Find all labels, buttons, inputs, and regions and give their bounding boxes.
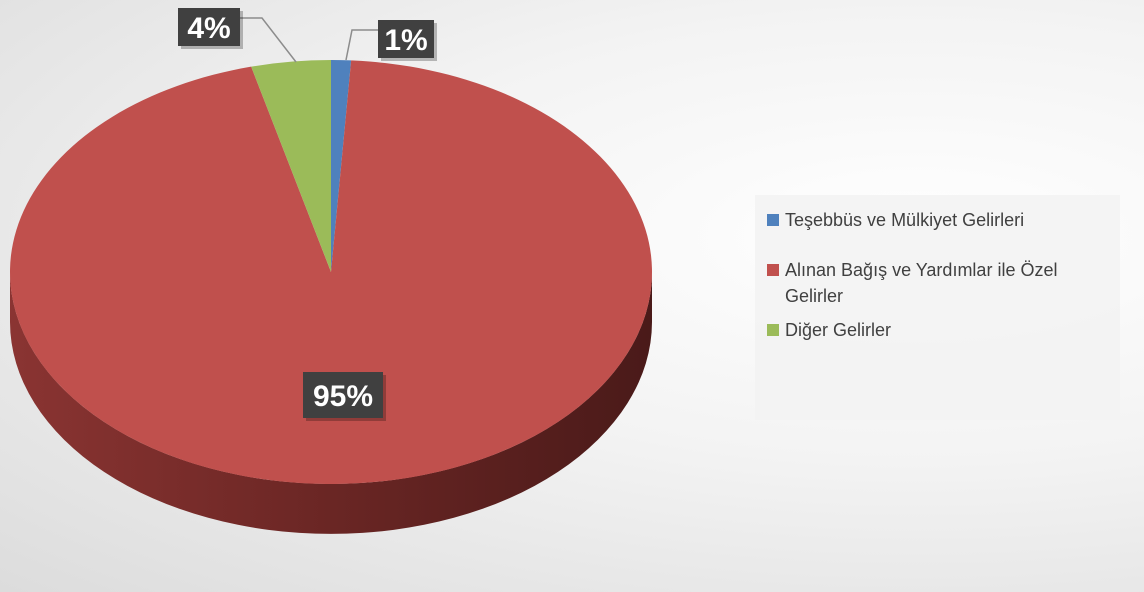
legend-swatch [767, 324, 779, 336]
legend: Teşebbüs ve Mülkiyet Gelirleri Alınan Bağ… [755, 195, 1120, 420]
leader-line [345, 29, 378, 61]
data-label: 1% [384, 24, 427, 57]
legend-label: Teşebbüs ve Mülkiyet Gelirleri [785, 210, 1025, 230]
leader-line [240, 17, 297, 63]
legend-label: Diğer Gelirler [785, 320, 892, 340]
pie-slice [9, 60, 652, 484]
legend-swatch [767, 214, 779, 226]
legend-entry: Diğer Gelirler [767, 317, 1112, 343]
data-label: 4% [187, 12, 230, 45]
legend-swatch [767, 264, 779, 276]
data-label: 95% [313, 380, 373, 413]
label-box [378, 20, 434, 58]
label-box [178, 8, 240, 46]
data-labels: 1% 95% 4% [178, 8, 437, 421]
legend-label: Alınan Bağış ve Yardımlar ile Özel Gelir… [785, 260, 1058, 306]
pie-slice [251, 60, 331, 272]
pie-slice [331, 60, 352, 272]
pie-side [10, 272, 652, 534]
pie [9, 60, 652, 534]
legend-entry: Teşebbüs ve Mülkiyet Gelirleri [767, 207, 1112, 233]
label-box [303, 372, 383, 418]
legend-entry: Alınan Bağış ve Yardımlar ile Özel Gelir… [767, 257, 1112, 309]
